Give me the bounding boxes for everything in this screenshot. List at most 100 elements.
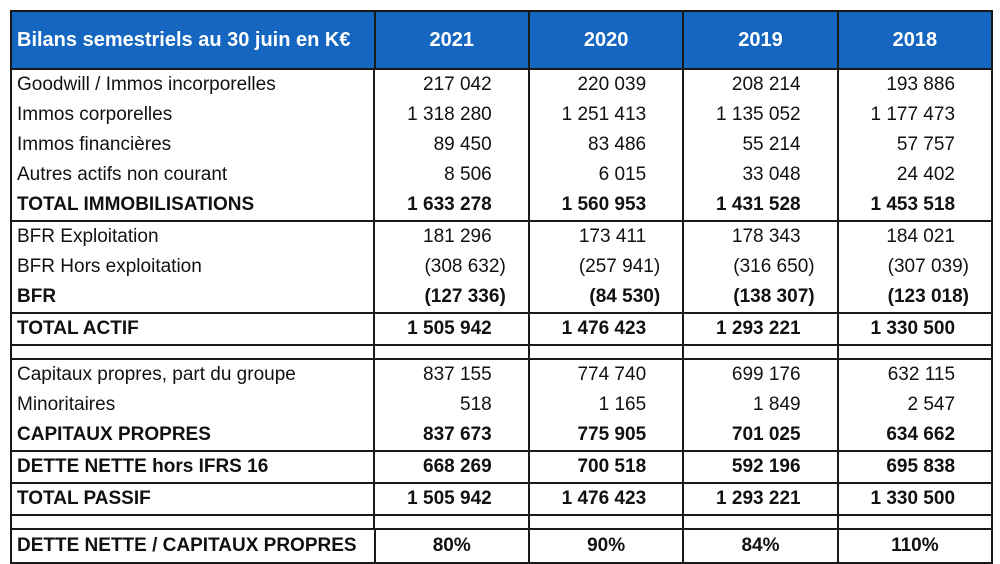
value-cell: 699 176 xyxy=(682,360,836,390)
value-cell: 695 838 xyxy=(836,452,991,482)
value-cell: 110% xyxy=(836,530,991,562)
row-label: DETTE NETTE / CAPITAUX PROPRES xyxy=(17,535,357,556)
table-row: DETTE NETTE hors IFRS 16 668 269 700 518 59… xyxy=(12,452,991,482)
row-group: BFR Exploitation 181 296 173 411 178 343 184… xyxy=(12,220,991,312)
value-cell: 1 165 xyxy=(527,390,682,420)
row-group: TOTAL ACTIF 1 505 942 1 476 423 1 293 221 1 … xyxy=(12,312,991,344)
table-row: Capitaux propres, part du groupe 837 155 7… xyxy=(12,360,991,390)
table-row: Immos financières 89 450 83 486 55 214 57 75… xyxy=(12,130,991,160)
row-label: Autres actifs non courant xyxy=(17,164,228,185)
header-year: 2018 xyxy=(836,12,991,68)
value-cell: 1 849 xyxy=(682,390,836,420)
value-cell: 668 269 xyxy=(373,452,527,482)
spacer-row xyxy=(12,344,991,358)
value-cell: 1 293 221 xyxy=(682,314,836,344)
value-cell: 700 518 xyxy=(527,452,682,482)
table-body: Goodwill / Immos incorporelles 217 042 220… xyxy=(12,68,991,562)
value-cell: 1 251 413 xyxy=(527,100,682,130)
value-cell: 1 505 942 xyxy=(373,314,527,344)
table-header: Bilans semestriels au 30 juin en K€ 2021… xyxy=(12,12,991,68)
value-cell: 178 343 xyxy=(682,222,836,252)
value-cell: 220 039 xyxy=(527,70,682,100)
row-label: BFR Hors exploitation xyxy=(17,256,202,277)
value-cell: 1 633 278 xyxy=(373,190,527,220)
value-cell: 632 115 xyxy=(836,360,991,390)
value-cell: 8 506 xyxy=(373,160,527,190)
value-cell: 1 476 423 xyxy=(527,314,682,344)
value-cell: 1 505 942 xyxy=(373,484,527,514)
value-cell: 1 330 500 xyxy=(836,314,991,344)
empty-cell xyxy=(836,516,991,528)
value-cell: 1 318 280 xyxy=(373,100,527,130)
value-cell: (84 530) xyxy=(527,282,682,312)
table-row: TOTAL ACTIF 1 505 942 1 476 423 1 293 221 1 … xyxy=(12,314,991,344)
row-group: Goodwill / Immos incorporelles 217 042 220… xyxy=(12,68,991,220)
table-row: Goodwill / Immos incorporelles 217 042 220… xyxy=(12,70,991,100)
row-label: BFR Exploitation xyxy=(17,226,159,247)
value-cell: 774 740 xyxy=(527,360,682,390)
table-row: TOTAL IMMOBILISATIONS 1 633 278 1 560 953 1… xyxy=(12,190,991,220)
value-cell: 217 042 xyxy=(373,70,527,100)
value-cell: 6 015 xyxy=(527,160,682,190)
value-cell: 634 662 xyxy=(836,420,991,450)
row-label: TOTAL IMMOBILISATIONS xyxy=(17,194,255,215)
value-cell: (316 650) xyxy=(682,252,836,282)
spacer-row xyxy=(12,514,991,528)
row-group: TOTAL PASSIF 1 505 942 1 476 423 1 293 221 1… xyxy=(12,482,991,514)
value-cell: 1 431 528 xyxy=(682,190,836,220)
value-cell: 208 214 xyxy=(682,70,836,100)
value-cell: 55 214 xyxy=(682,130,836,160)
row-label: DETTE NETTE hors IFRS 16 xyxy=(17,456,269,477)
empty-cell xyxy=(682,516,836,528)
row-group: DETTE NETTE hors IFRS 16 668 269 700 518 59… xyxy=(12,450,991,482)
empty-cell xyxy=(527,346,682,358)
value-cell: 1 453 518 xyxy=(836,190,991,220)
value-cell: 1 476 423 xyxy=(527,484,682,514)
header-year: 2019 xyxy=(682,12,836,68)
value-cell: 83 486 xyxy=(527,130,682,160)
value-cell: 84% xyxy=(682,530,836,562)
value-cell: 24 402 xyxy=(836,160,991,190)
empty-cell xyxy=(527,516,682,528)
value-cell: 1 293 221 xyxy=(682,484,836,514)
row-label: CAPITAUX PROPRES xyxy=(17,424,211,445)
table-row: CAPITAUX PROPRES 837 673 775 905 701 025 634… xyxy=(12,420,991,450)
row-label: TOTAL ACTIF xyxy=(17,318,139,339)
value-cell: 837 673 xyxy=(373,420,527,450)
value-cell: 193 886 xyxy=(836,70,991,100)
value-cell: 173 411 xyxy=(527,222,682,252)
value-cell: (308 632) xyxy=(373,252,527,282)
table-row: TOTAL PASSIF 1 505 942 1 476 423 1 293 221 1… xyxy=(12,484,991,514)
table-row: BFR Exploitation 181 296 173 411 178 343 184… xyxy=(12,222,991,252)
table-row: Immos corporelles 1 318 280 1 251 413 1 135… xyxy=(12,100,991,130)
value-cell: 518 xyxy=(373,390,527,420)
value-cell: (307 039) xyxy=(836,252,991,282)
balance-sheet-table: Bilans semestriels au 30 juin en K€ 2021… xyxy=(10,10,993,564)
empty-row xyxy=(12,516,991,528)
empty-cell xyxy=(373,516,527,528)
empty-cell xyxy=(836,346,991,358)
row-label: Immos corporelles xyxy=(17,104,173,125)
row-label: BFR xyxy=(17,286,57,307)
row-label: Immos financières xyxy=(17,134,172,155)
value-cell: 701 025 xyxy=(682,420,836,450)
value-cell: 1 560 953 xyxy=(527,190,682,220)
row-group: Capitaux propres, part du groupe 837 155 7… xyxy=(12,358,991,450)
value-cell: (138 307) xyxy=(682,282,836,312)
header-year: 2021 xyxy=(373,12,528,68)
value-cell: 184 021 xyxy=(836,222,991,252)
empty-cell xyxy=(12,346,373,358)
empty-cell xyxy=(373,346,527,358)
value-cell: 89 450 xyxy=(373,130,527,160)
value-cell: 57 757 xyxy=(836,130,991,160)
table-row: Autres actifs non courant 8 506 6 015 33 04… xyxy=(12,160,991,190)
empty-cell xyxy=(682,346,836,358)
value-cell: 837 155 xyxy=(373,360,527,390)
header-title: Bilans semestriels au 30 juin en K€ xyxy=(17,28,351,51)
empty-row xyxy=(12,346,991,358)
value-cell: 80% xyxy=(373,530,528,562)
value-cell: (127 336) xyxy=(373,282,527,312)
table-row: DETTE NETTE / CAPITAUX PROPRES 80% 90% 84% 1… xyxy=(12,530,991,562)
empty-cell xyxy=(12,516,373,528)
value-cell: 181 296 xyxy=(373,222,527,252)
